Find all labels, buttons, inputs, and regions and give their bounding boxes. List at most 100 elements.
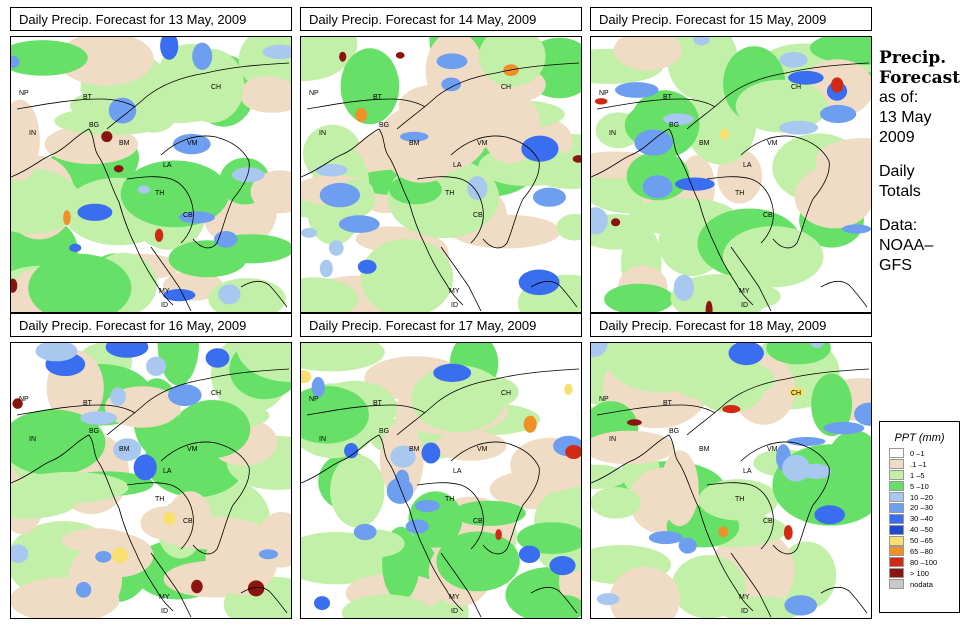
country-label-ch: CH [501,390,511,397]
legend-item: 80 –100 [880,557,959,568]
legend-item: 10 –20 [880,492,959,503]
country-label-ch: CH [211,390,221,397]
precip-map: NP BT BG IN CH BM VM LA TH CB MY ID [11,37,291,312]
info-source-2: GFS [879,257,912,274]
country-label-vm: VM [187,140,198,147]
country-label-cb: CB [763,518,773,525]
country-label-my: MY [159,288,170,295]
country-label-la: LA [453,162,462,169]
country-labels: NP BT BG IN CH BM VM LA TH CB MY ID [599,84,801,309]
country-label-la: LA [163,468,172,475]
legend-label: 80 –100 [910,557,938,567]
country-label-id: ID [161,608,168,615]
info-heading-2: Forecast [879,68,961,88]
info-asof: as of: [879,89,919,106]
legend-item: 40 –50 [880,524,959,535]
legend-label: .1 –1 [910,459,927,469]
country-label-in: IN [319,130,326,137]
forecast-panel-3: Daily Precip. Forecast for 15 May, 2009 … [590,7,872,313]
legend-label: > 100 [910,568,929,578]
info-date-1: 13 May [879,109,932,126]
country-label-id: ID [451,608,458,615]
forecast-panel-5: Daily Precip. Forecast for 17 May, 2009 … [300,313,582,619]
country-label-id: ID [451,302,458,309]
country-label-my: MY [159,594,170,601]
legend-item: 5 –10 [880,481,959,492]
legend-swatch [889,579,904,590]
info-source-1: NOAA– [879,237,934,254]
precip-map: NP BT BG IN CH BM VM LA TH CB MY ID [301,343,581,618]
country-label-in: IN [609,436,616,443]
legend-swatch [889,492,904,502]
precip-map: NP BT BG IN CH BM VM LA TH CB MY ID [591,343,871,618]
legend-item: 30 –40 [880,513,959,524]
coastlines [301,62,580,312]
ppt-legend: PPT (mm) 0 –1.1 –1 1 –5 5 –10 10 –20 20 –30 3… [879,421,960,613]
country-label-la: LA [163,162,172,169]
coastlines [301,368,580,618]
map-frame: NP BT BG IN CH BM VM LA TH CB MY ID [10,342,292,619]
legend-item: 20 –30 [880,502,959,513]
legend-label: nodata [910,579,933,589]
country-label-np: NP [19,90,29,97]
country-label-id: ID [741,608,748,615]
country-label-th: TH [445,190,454,197]
legend-label: 5 –10 [910,481,929,491]
country-label-bt: BT [663,94,673,101]
country-label-my: MY [449,594,460,601]
country-label-ch: CH [791,84,801,91]
country-label-th: TH [735,190,744,197]
country-label-bt: BT [83,400,93,407]
country-label-cb: CB [183,518,193,525]
country-label-vm: VM [477,140,488,147]
legend-swatch [889,459,904,470]
country-label-vm: VM [187,446,198,453]
map-frame: NP BT BG IN CH BM VM LA TH CB MY ID [590,36,872,313]
panel-title: Daily Precip. Forecast for 14 May, 2009 [300,7,582,31]
legend-label: 20 –30 [910,503,933,513]
panel-title: Daily Precip. Forecast for 16 May, 2009 [10,313,292,337]
legend-label: 10 –20 [910,492,933,502]
legend-label: 40 –50 [910,525,933,535]
precip-map: NP BT BG IN CH BM VM LA TH CB MY ID [591,37,871,312]
country-label-bg: BG [89,428,99,435]
country-label-bt: BT [373,400,383,407]
legend-swatch [889,546,904,557]
country-labels: NP BT BG IN CH BM VM LA TH CB MY ID [309,390,511,615]
country-label-bm: BM [699,446,710,453]
precip-field [301,343,581,618]
panel-title: Daily Precip. Forecast for 17 May, 2009 [300,313,582,337]
country-labels: NP BT BG IN CH BM VM LA TH CB MY ID [599,390,801,615]
country-label-in: IN [609,130,616,137]
legend-title: PPT (mm) [894,432,945,444]
country-label-th: TH [155,190,164,197]
precip-field [301,37,581,312]
country-label-in: IN [29,130,36,137]
legend-label: 65 –80 [910,546,933,556]
forecast-info: Precip. Forecast as of: 13 May 2009 Dail… [879,48,965,276]
panel-title: Daily Precip. Forecast for 13 May, 2009 [10,7,292,31]
legend-item: 0 –1 [880,448,959,459]
legend-rows: 0 –1.1 –1 1 –5 5 –10 10 –20 20 –30 30 –40 40 –… [880,448,959,590]
legend-item: 50 –65 [880,535,959,546]
info-date-2: 2009 [879,129,915,146]
country-label-la: LA [743,468,752,475]
legend-swatch [889,557,904,568]
country-label-np: NP [599,90,609,97]
map-frame: NP BT BG IN CH BM VM LA TH CB MY ID [590,342,872,619]
legend-item: 1 –5 [880,470,959,481]
country-label-th: TH [735,496,744,503]
panel-title: Daily Precip. Forecast for 18 May, 2009 [590,313,872,337]
forecast-panel-2: Daily Precip. Forecast for 14 May, 2009 … [300,7,582,313]
country-label-bt: BT [373,94,383,101]
precip-field [591,37,871,312]
country-label-la: LA [453,468,462,475]
legend-item: > 100 [880,568,959,579]
info-totals: Totals [879,183,921,200]
country-label-bg: BG [89,122,99,129]
country-label-np: NP [309,90,319,97]
country-label-vm: VM [767,446,778,453]
map-frame: NP BT BG IN CH BM VM LA TH CB MY ID [300,36,582,313]
legend-swatch [889,481,904,492]
country-label-bm: BM [119,446,130,453]
